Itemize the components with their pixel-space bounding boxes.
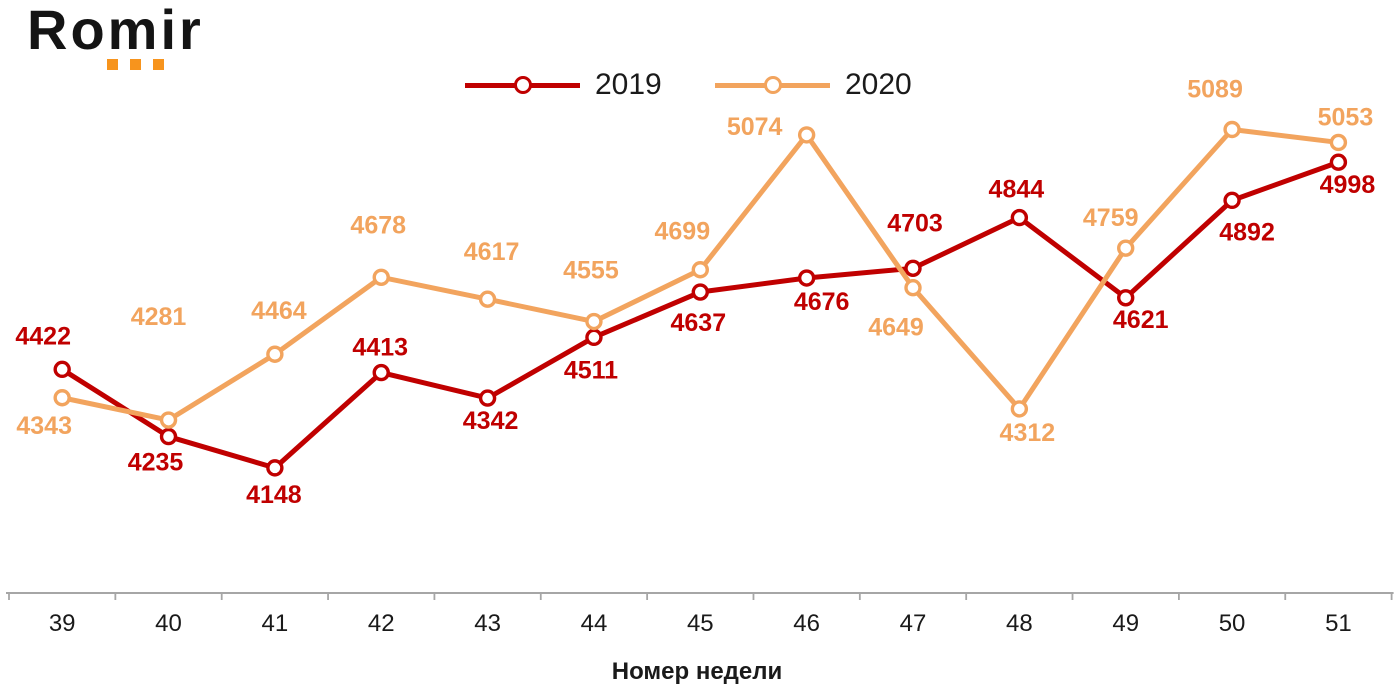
data-point-2019-week-42 [372, 363, 390, 382]
x-axis-label-47: 47 [900, 610, 927, 637]
data-point-2020-week-51 [1329, 133, 1348, 152]
data-label-2019-week-42: 4413 [352, 334, 408, 362]
data-point-2019-week-46 [797, 269, 816, 287]
data-point-2020-week-49 [1117, 239, 1135, 257]
x-axis-label-45: 45 [687, 610, 714, 637]
data-label-2019-week-50: 4892 [1219, 218, 1275, 246]
data-label-2020-week-50: 5089 [1187, 76, 1243, 104]
data-point-2020-week-50 [1223, 120, 1241, 139]
legend-item-2019: 2019 [465, 70, 662, 100]
legend-2020-line-marker-icon [715, 76, 830, 94]
x-axis-label-39: 39 [49, 610, 76, 637]
data-label-2019-week-48: 4844 [989, 176, 1045, 204]
data-point-2019-week-51 [1329, 153, 1348, 171]
data-point-2020-week-41 [266, 345, 284, 363]
data-label-2020-week-44: 4555 [563, 257, 619, 285]
data-label-2019-week-45: 4637 [670, 309, 726, 337]
data-label-2019-week-47: 4703 [887, 209, 943, 237]
data-point-2019-week-40 [159, 427, 178, 446]
logo-dot-icon [107, 59, 118, 70]
x-axis-label-51: 51 [1325, 610, 1352, 637]
x-axis-label-40: 40 [155, 610, 182, 637]
x-axis-label-48: 48 [1006, 610, 1033, 637]
data-label-2019-week-51: 4998 [1320, 171, 1376, 199]
logo-dot-icon [130, 59, 141, 70]
x-axis-label-43: 43 [474, 610, 501, 637]
data-label-2020-week-42: 4678 [350, 211, 406, 239]
legend-2020-label: 2020 [845, 68, 912, 101]
data-label-2020-week-46: 5074 [727, 113, 783, 141]
data-point-2019-week-39 [53, 360, 71, 379]
x-axis-label-46: 46 [793, 610, 820, 637]
data-label-2019-week-40: 4235 [128, 449, 184, 477]
data-label-2020-week-51: 5053 [1318, 103, 1374, 131]
data-point-2019-week-48 [1010, 208, 1029, 227]
x-axis-title: Номер недели [611, 658, 783, 685]
romir-logo-text: Romir [27, 0, 204, 61]
x-axis-label-50: 50 [1219, 610, 1246, 637]
data-point-2019-week-43 [478, 389, 497, 407]
data-label-2020-week-45: 4699 [654, 218, 710, 246]
data-point-2019-week-50 [1223, 191, 1241, 210]
data-label-2019-week-43: 4342 [463, 407, 519, 435]
data-label-2020-week-41: 4464 [251, 297, 307, 325]
x-axis-label-41: 41 [262, 610, 289, 637]
data-label-2020-week-49: 4759 [1083, 204, 1139, 232]
data-point-2020-week-44 [585, 312, 603, 331]
data-label-2019-week-49: 4621 [1113, 306, 1169, 334]
x-axis-label-44: 44 [581, 610, 608, 637]
legend-item-2020: 2020 [715, 70, 912, 100]
data-label-2019-week-41: 4148 [246, 481, 302, 509]
logo-dot-icon [153, 59, 164, 70]
legend-2020-circle-icon [763, 76, 782, 94]
data-point-2019-week-41 [266, 459, 284, 477]
romir-logo-dots-icon [107, 59, 164, 70]
x-axis-label-42: 42 [368, 610, 395, 637]
data-point-2020-week-40 [159, 411, 178, 429]
x-axis-label-49: 49 [1112, 610, 1139, 637]
romir-logo: Romir [27, 0, 204, 75]
data-label-2020-week-43: 4617 [464, 238, 520, 266]
legend-2019-label: 2019 [595, 68, 662, 101]
data-point-2020-week-46 [797, 126, 816, 144]
data-point-2019-week-49 [1117, 289, 1135, 307]
data-label-2019-week-46: 4676 [794, 288, 850, 316]
data-point-2019-week-47 [904, 259, 922, 278]
data-point-2019-week-44 [585, 328, 603, 347]
data-point-2020-week-47 [904, 279, 922, 297]
data-point-2019-week-45 [691, 283, 709, 301]
data-point-2020-week-48 [1010, 400, 1029, 418]
data-label-2020-week-39: 4343 [16, 412, 72, 440]
legend-2019-circle-icon [513, 76, 532, 94]
data-point-2020-week-39 [53, 389, 71, 407]
data-label-2020-week-47: 4649 [868, 314, 924, 342]
data-point-2020-week-43 [478, 290, 497, 308]
legend-2019-line-marker-icon [465, 76, 580, 94]
data-label-2019-week-39: 4422 [15, 322, 71, 350]
data-point-2020-week-42 [372, 268, 390, 286]
data-label-2020-week-40: 4281 [131, 303, 187, 331]
data-label-2019-week-44: 4511 [564, 356, 618, 384]
data-label-2020-week-48: 4312 [1000, 419, 1056, 447]
data-point-2020-week-45 [691, 261, 709, 279]
